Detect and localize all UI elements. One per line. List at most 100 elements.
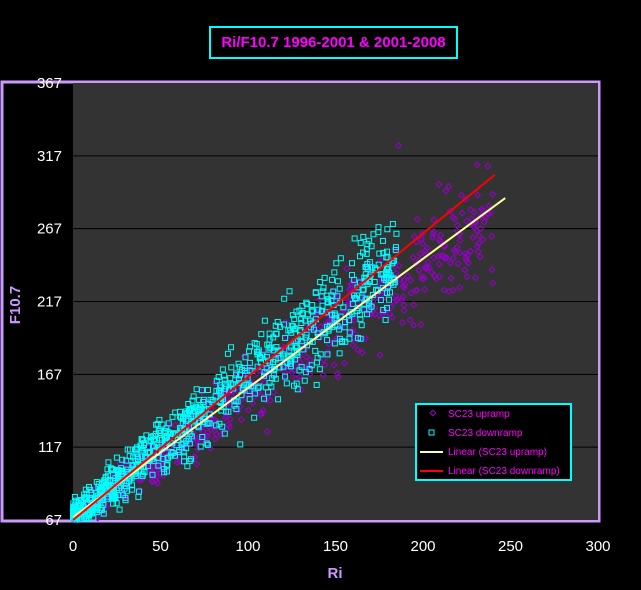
point-downramp [190,393,197,400]
point-upramp [153,473,162,481]
point-downramp [340,304,347,311]
point-downramp [72,503,79,510]
point-downramp [93,479,100,486]
point-downramp [308,307,315,314]
point-downramp [235,360,242,367]
point-downramp [351,235,358,242]
point-upramp [435,180,443,188]
point-upramp [154,464,162,472]
point-downramp [346,335,353,342]
point-upramp [282,347,290,355]
point-upramp [225,423,234,431]
point-downramp [246,348,253,355]
x-tick-label: 0 [69,538,77,555]
point-upramp [446,259,454,267]
point-downramp [176,449,183,456]
x-tick-label: 200 [410,538,435,555]
point-downramp [362,271,369,278]
point-upramp [204,432,212,440]
point-downramp [342,319,349,326]
point-downramp [272,322,279,329]
point-downramp [283,380,290,387]
point-downramp [282,373,289,380]
point-downramp [272,356,279,363]
point-downramp [134,444,141,451]
point-downramp [218,399,225,406]
point-upramp [302,353,310,361]
point-downramp [157,435,164,442]
point-upramp [461,250,469,258]
point-upramp [406,316,414,324]
point-upramp [462,256,470,264]
y-tick-label: 117 [38,439,62,456]
point-downramp [88,496,95,503]
point-upramp [440,243,448,251]
point-upramp [484,162,492,170]
chart-title-box: Ri/F10.7 1996-2001 & 2001-2008 [209,26,458,59]
point-downramp [156,416,163,423]
point-upramp [400,301,408,309]
point-downramp [213,377,220,384]
point-upramp [471,274,480,282]
point-upramp [395,262,403,270]
point-upramp [260,378,268,387]
y-tick-label: 167 [37,366,62,383]
point-downramp [101,477,108,484]
point-downramp [315,306,322,313]
point-upramp [173,458,181,466]
point-downramp [161,469,168,476]
point-downramp [391,276,398,283]
point-downramp [284,359,291,366]
point-downramp [105,481,112,488]
chart-title: Ri/F10.7 1996-2001 & 2001-2008 [221,34,446,51]
point-downramp [384,265,391,272]
point-downramp [382,316,389,323]
point-upramp [449,254,457,262]
point-upramp [417,320,425,329]
y-axis-tick-labels: 67 117 167 217 267 317 367 [37,75,62,529]
point-downramp [330,288,337,295]
point-upramp [362,335,370,343]
point-upramp [445,288,453,296]
point-downramp [325,299,332,306]
legend-box [415,403,572,481]
point-downramp [228,364,235,371]
point-downramp [151,443,158,450]
point-upramp [319,371,327,379]
point-downramp [286,288,293,295]
point-downramp [313,359,320,366]
point-downramp [334,278,341,285]
point-upramp [487,208,495,217]
point-upramp [330,361,338,369]
point-downramp [146,448,153,455]
point-upramp [461,266,469,274]
point-downramp [164,455,171,462]
point-upramp [354,346,362,354]
point-downramp [142,453,149,460]
point-downramp [299,311,306,318]
point-upramp [413,215,421,223]
point-downramp [336,285,343,292]
point-downramp [246,396,253,403]
point-upramp [376,351,384,359]
y-tick-label: 267 [37,221,62,238]
point-downramp [380,249,387,256]
point-downramp [361,306,368,313]
point-downramp [298,364,305,371]
point-downramp [213,422,220,429]
legend-label-linear-upramp: Linear (SC23 upramp) [448,447,547,458]
point-downramp [94,505,101,512]
point-downramp [221,376,228,383]
point-upramp [400,284,408,292]
point-downramp [195,406,202,413]
point-downramp [124,446,131,453]
point-downramp [83,516,90,523]
point-upramp [462,217,471,225]
point-downramp [383,274,390,281]
point-downramp [274,318,281,325]
point-upramp [440,286,448,294]
point-downramp [288,344,295,351]
point-downramp [204,387,211,394]
point-upramp [423,244,431,252]
y-tick-label: 317 [37,148,62,165]
